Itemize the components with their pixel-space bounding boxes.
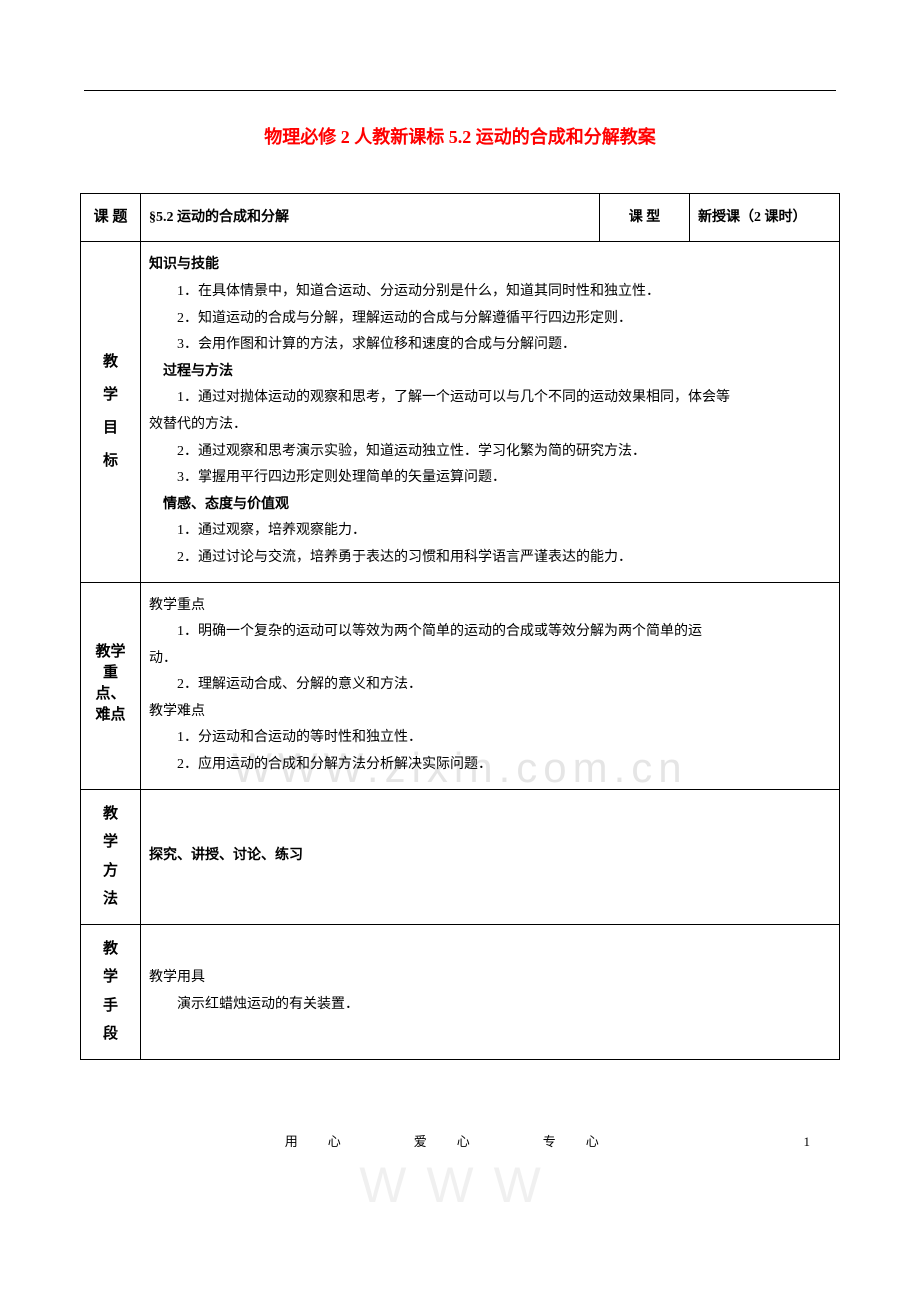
focus-label-cell: 教学重点、难点 [81,582,141,789]
method-content: 探究、讲授、讨论、练习 [141,789,840,924]
focus-i1a: 1．明确一个复杂的运动可以等效为两个简单的运动的合成或等效分解为两个简单的运 [149,619,831,646]
page-container: 物理必修 2 人教新课标 5.2 运动的合成和分解教案 课 题 §5.2 运动的… [80,90,840,1153]
goals-char-1: 学 [103,379,118,412]
goals-sec2-i1a: 1．通过对抛体运动的观察和思考，了解一个运动可以与几个不同的运动效果相同，体会等 [149,385,831,412]
method-char-3: 法 [103,885,118,914]
goals-content: 知识与技能 1．在具体情景中，知道合运动、分运动分别是什么，知道其同时性和独立性… [141,242,840,582]
goals-sec1-hd: 知识与技能 [149,257,219,272]
footer-page-number: 1 [803,1130,810,1153]
tool-char-0: 教 [103,935,118,964]
focus-i2: 2．理解运动合成、分解的意义和方法． [149,672,831,699]
method-char-0: 教 [103,800,118,829]
type-label: 课 型 [600,194,690,242]
goals-char-3: 标 [103,445,118,478]
tool-hd: 教学用具 [149,970,205,985]
page-footer: 用心 爱心 专心 1 [80,1130,840,1153]
row-tool: 教 学 手 段 教学用具 演示红蜡烛运动的有关装置． [81,924,840,1059]
focus-label: 教学重点、难点 [89,642,132,726]
goals-label-cell: 教 学 目 标 [81,242,141,582]
footer-center: 用心 爱心 专心 [285,1130,629,1153]
tool-char-1: 学 [103,963,118,992]
method-label: 教 学 方 法 [103,800,118,914]
tool-char-2: 手 [103,992,118,1021]
goals-sec2-hd: 过程与方法 [149,359,831,386]
method-label-cell: 教 学 方 法 [81,789,141,924]
method-char-2: 方 [103,857,118,886]
tool-label-cell: 教 学 手 段 [81,924,141,1059]
header-rule [84,90,836,91]
focus-i1b: 动． [149,651,177,666]
goals-sec1-i0: 1．在具体情景中，知道合运动、分运动分别是什么，知道其同时性和独立性． [149,279,831,306]
goals-char-0: 教 [103,346,118,379]
goals-sec2-i3: 3．掌握用平行四边形定则处理简单的矢量运算问题． [149,465,831,492]
goals-char-2: 目 [103,412,118,445]
topic-text: §5.2 运动的合成和分解 [149,210,289,225]
row-focus: 教学重点、难点 教学重点 1．明确一个复杂的运动可以等效为两个简单的运动的合成或… [81,582,840,789]
row-topic: 课 题 §5.2 运动的合成和分解 课 型 新授课（2 课时） [81,194,840,242]
goals-label: 教 学 目 标 [103,346,118,478]
focus2-i1: 2．应用运动的合成和分解方法分析解决实际问题． [149,752,831,779]
tool-content: 教学用具 演示红蜡烛运动的有关装置． [141,924,840,1059]
topic-value: §5.2 运动的合成和分解 [141,194,600,242]
goals-sec1-i2: 3．会用作图和计算的方法，求解位移和速度的合成与分解问题． [149,332,831,359]
goals-sec3-i1: 2．通过讨论与交流，培养勇于表达的习惯和用科学语言严谨表达的能力． [149,545,831,572]
goals-sec2-i2: 2．通过观察和思考演示实验，知道运动独立性．学习化繁为简的研究方法． [149,439,831,466]
tool-char-3: 段 [103,1020,118,1049]
document-title: 物理必修 2 人教新课标 5.2 运动的合成和分解教案 [80,121,840,153]
focus2-i0: 1．分运动和合运动的等时性和独立性． [149,725,831,752]
method-char-1: 学 [103,828,118,857]
type-value: 新授课（2 课时） [690,194,840,242]
goals-sec3-hd: 情感、态度与价值观 [149,492,831,519]
row-method: 教 学 方 法 探究、讲授、讨论、练习 [81,789,840,924]
tool-item: 演示红蜡烛运动的有关装置． [149,992,831,1019]
topic-label: 课 题 [81,194,141,242]
goals-sec1-i1: 2．知道运动的合成与分解，理解运动的合成与分解遵循平行四边形定则． [149,306,831,333]
focus-content: 教学重点 1．明确一个复杂的运动可以等效为两个简单的运动的合成或等效分解为两个简… [141,582,840,789]
tool-label: 教 学 手 段 [103,935,118,1049]
lesson-plan-table: 课 题 §5.2 运动的合成和分解 课 型 新授课（2 课时） 教 学 目 标 … [80,193,840,1059]
row-goals: 教 学 目 标 知识与技能 1．在具体情景中，知道合运动、分运动分别是什么，知道… [81,242,840,582]
watermark2-text: WWW [359,1140,561,1230]
goals-sec3-i0: 1．通过观察，培养观察能力． [149,518,831,545]
focus-hd2: 教学难点 [149,704,205,719]
method-text: 探究、讲授、讨论、练习 [149,848,303,863]
goals-sec2-i1b: 效替代的方法． [149,417,247,432]
focus-hd1: 教学重点 [149,598,205,613]
